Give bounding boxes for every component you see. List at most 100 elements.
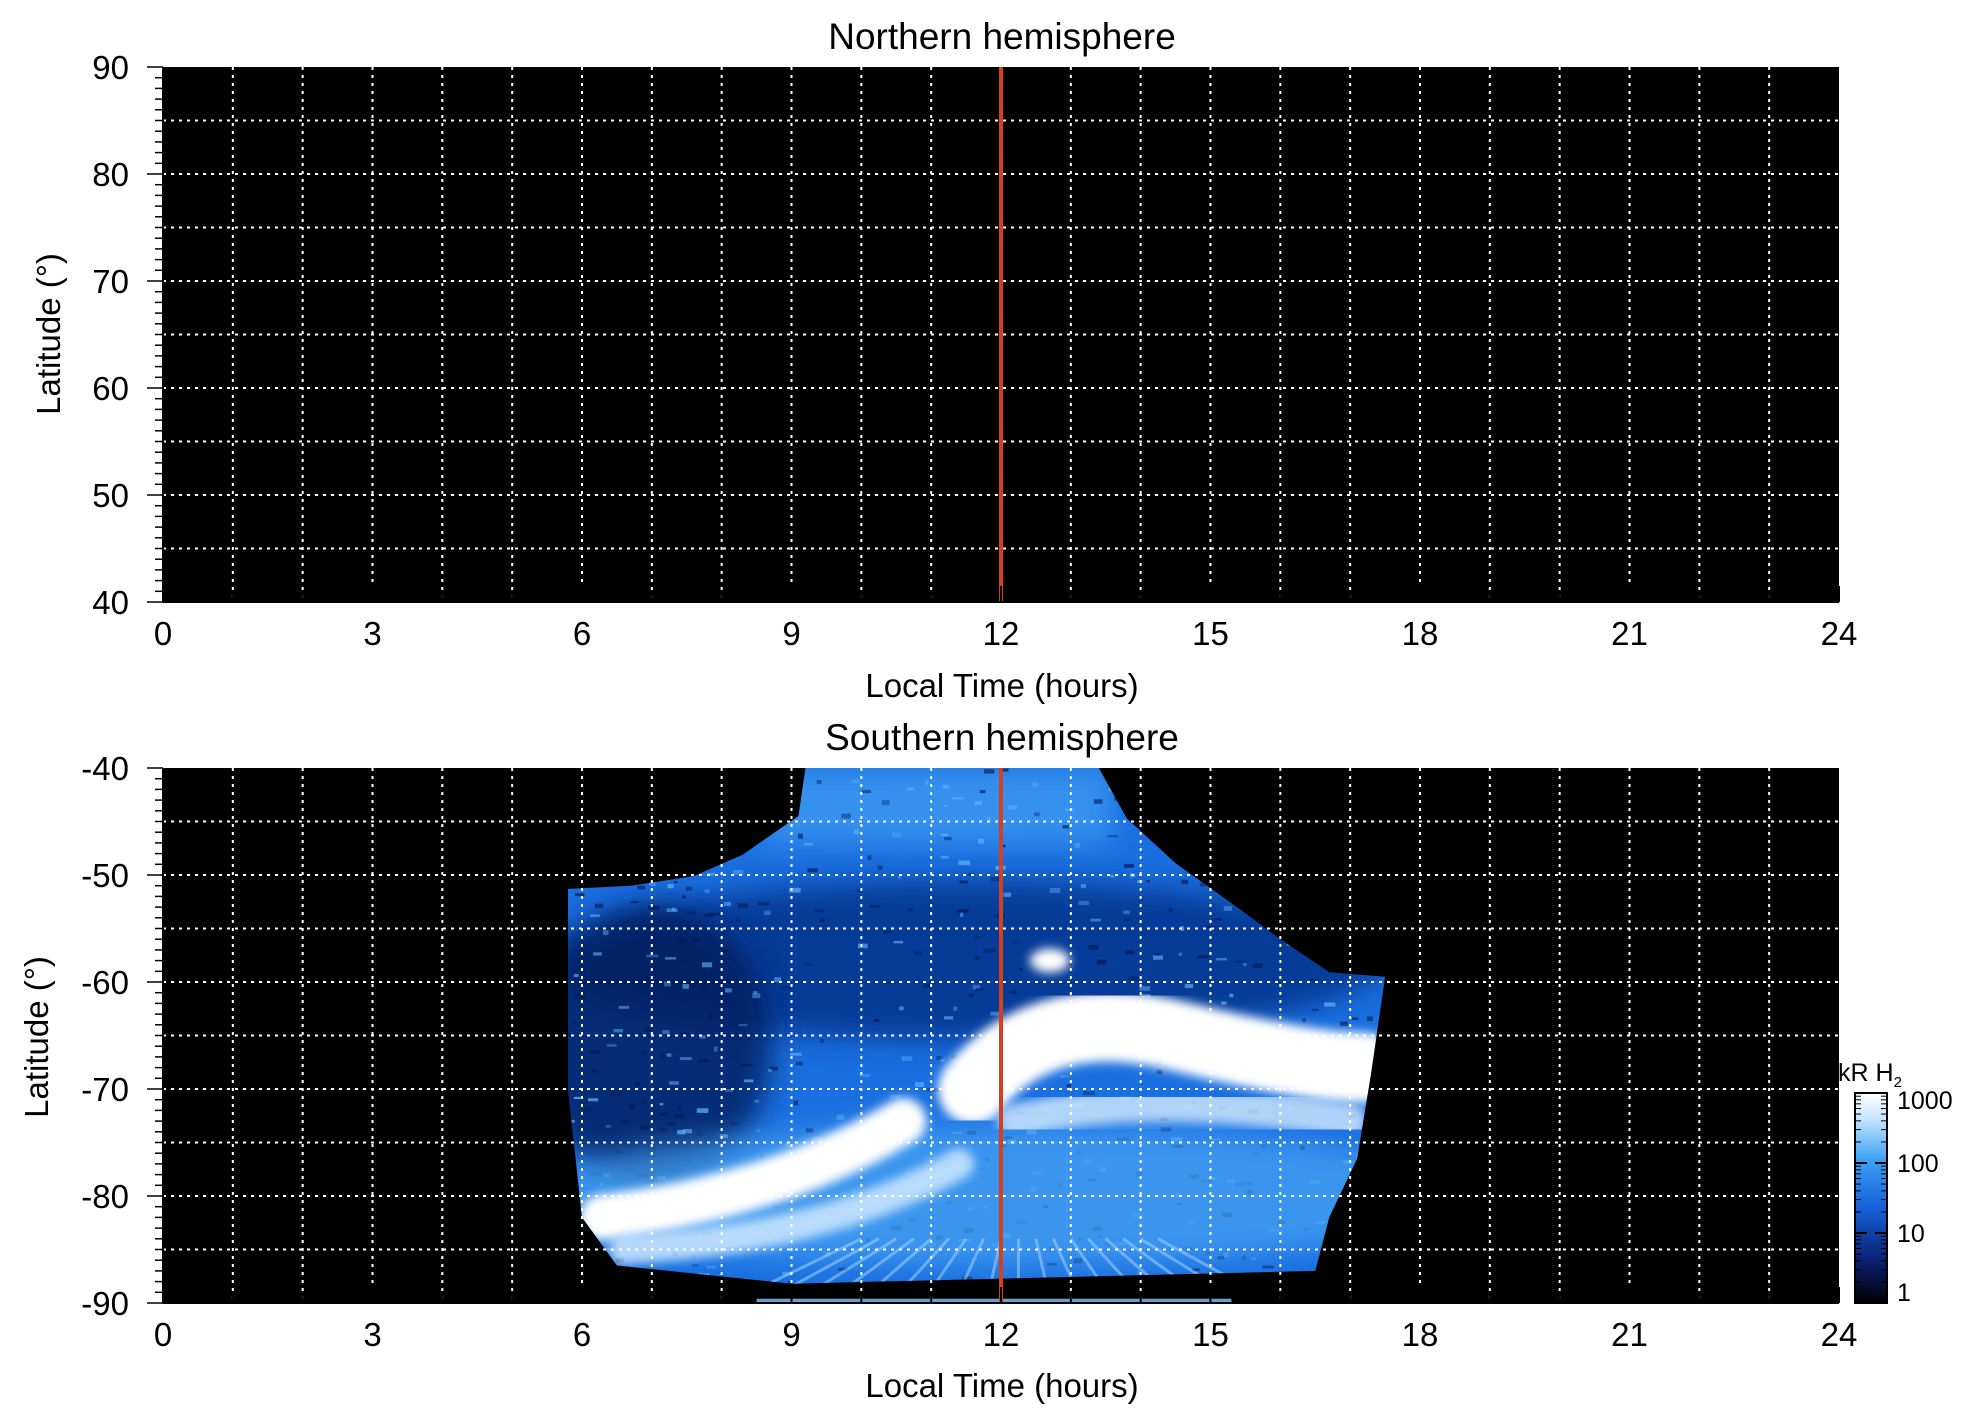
- speckle: [673, 880, 678, 884]
- upper-glow: [756, 768, 1113, 843]
- speckle: [857, 943, 868, 949]
- speckle: [790, 1052, 802, 1056]
- speckle: [610, 1092, 623, 1097]
- speckle: [974, 801, 982, 805]
- polar-striation: [922, 1237, 968, 1284]
- speckle: [851, 779, 860, 784]
- speckle: [573, 1096, 581, 1100]
- speckle: [854, 829, 860, 834]
- speckle: [1049, 888, 1061, 893]
- speckle: [587, 1098, 598, 1102]
- speckle: [736, 917, 740, 922]
- speckle: [977, 838, 984, 844]
- speckle: [1242, 1255, 1247, 1260]
- polar-striation: [954, 1238, 985, 1284]
- north-y-tick-label: 70: [92, 263, 129, 300]
- south-x-tick-label: 6: [573, 1316, 591, 1353]
- speckle: [881, 800, 890, 805]
- speckle: [756, 1129, 761, 1132]
- speckle: [805, 1128, 814, 1133]
- speckle: [678, 938, 687, 944]
- speckle: [683, 959, 695, 962]
- south-y-tick-labels: -90 -80 -70 -60 -50 -40: [81, 750, 129, 1322]
- speckle: [788, 887, 801, 893]
- speckle: [1367, 1016, 1373, 1021]
- speckle: [590, 968, 597, 973]
- south-x-tick-label: 15: [1192, 1316, 1229, 1353]
- speckle: [925, 780, 929, 785]
- speckle: [1109, 874, 1114, 878]
- speckle: [595, 903, 604, 909]
- south-title: Southern hemisphere: [825, 717, 1179, 758]
- north-x-tick-label: 9: [782, 615, 800, 652]
- speckle: [706, 1265, 717, 1269]
- speckle: [1302, 1018, 1306, 1023]
- speckle: [984, 769, 995, 774]
- speckle: [951, 1055, 956, 1059]
- speckle: [1032, 782, 1039, 787]
- speckle: [719, 1134, 728, 1139]
- speckle: [1137, 1270, 1141, 1275]
- speckle: [1009, 990, 1017, 994]
- speckle: [972, 984, 981, 990]
- speckle: [820, 1039, 824, 1043]
- speckle: [685, 911, 696, 915]
- north-y-tick-labels: 40 50 60 70 80 90: [92, 49, 129, 621]
- speckle: [754, 1099, 759, 1103]
- speckle: [1146, 880, 1150, 883]
- dark-dawn-edge: [568, 906, 772, 1187]
- speckle: [1168, 908, 1173, 912]
- north-x-tick-label: 6: [573, 615, 591, 652]
- speckle: [701, 962, 713, 968]
- polar-striation: [1157, 1237, 1271, 1284]
- speckle: [939, 1059, 946, 1062]
- speckle: [666, 1122, 678, 1126]
- colorbar-tick-label: 1000: [1897, 1087, 1953, 1115]
- north-y-tick-label: 50: [92, 477, 129, 514]
- speckle: [693, 937, 701, 942]
- speckle: [593, 952, 602, 956]
- speckle: [861, 789, 871, 794]
- speckle: [1229, 993, 1234, 998]
- speckle: [1213, 918, 1222, 921]
- speckle: [618, 1005, 629, 1009]
- speckle: [953, 1006, 958, 1011]
- colorbar-tick-label: 100: [1897, 1150, 1939, 1178]
- speckle: [678, 1105, 682, 1111]
- speckle: [664, 957, 677, 960]
- dayside-oval: [938, 991, 1386, 1124]
- pre-noon-arc: [579, 1098, 927, 1241]
- speckle: [629, 1104, 635, 1110]
- speckle: [648, 905, 660, 910]
- polar-striation: [1034, 1238, 1052, 1284]
- speckle: [877, 865, 883, 870]
- speckle: [841, 813, 851, 819]
- speckle: [1108, 788, 1114, 792]
- north-title: Northern hemisphere: [828, 16, 1176, 57]
- south-x-tick-label: 9: [782, 1316, 800, 1353]
- speckle: [1181, 879, 1189, 885]
- speckle: [1088, 945, 1099, 950]
- speckle: [883, 930, 893, 934]
- speckle: [804, 963, 813, 967]
- colorbar-tick-label: 10: [1897, 1220, 1925, 1248]
- speckle: [1125, 950, 1135, 955]
- speckle: [605, 1125, 611, 1128]
- speckle: [813, 909, 824, 913]
- speckle: [758, 901, 770, 906]
- speckle: [707, 872, 716, 876]
- speckle: [679, 1057, 692, 1061]
- speckle: [1311, 1008, 1319, 1011]
- speckle: [1096, 959, 1107, 965]
- speckle: [753, 991, 758, 994]
- speckle: [1221, 1001, 1227, 1005]
- speckle: [1080, 884, 1086, 888]
- speckle: [661, 1054, 665, 1058]
- speckle: [589, 1049, 600, 1054]
- speckle: [738, 1024, 748, 1027]
- speckle: [729, 1122, 739, 1126]
- dayside-oval-lower: [997, 1088, 1368, 1139]
- speckle: [979, 790, 986, 794]
- south-x-tick-label: 24: [1821, 1316, 1858, 1353]
- speckle: [857, 889, 863, 893]
